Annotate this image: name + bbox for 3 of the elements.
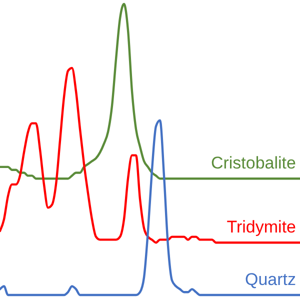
series-label: Tridymite — [226, 218, 296, 237]
series-label: Cristobalite — [210, 154, 296, 173]
series-label: Quartz — [244, 270, 296, 289]
